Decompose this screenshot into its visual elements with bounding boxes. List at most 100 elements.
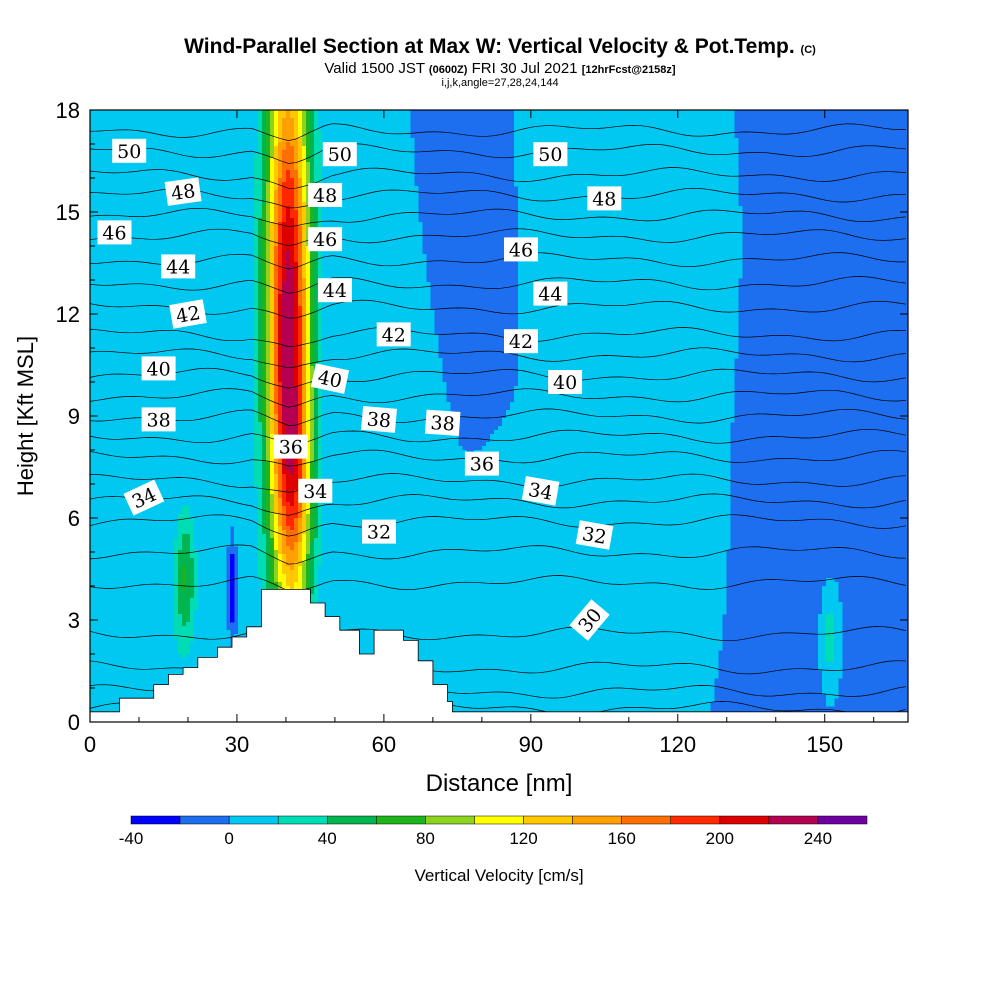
velocity-cell bbox=[282, 246, 287, 251]
velocity-cell bbox=[182, 122, 187, 127]
velocity-cell bbox=[358, 146, 363, 151]
velocity-cell bbox=[574, 154, 579, 159]
velocity-cell bbox=[90, 206, 95, 211]
velocity-cell bbox=[518, 158, 523, 163]
velocity-cell bbox=[578, 230, 583, 235]
velocity-cell bbox=[218, 150, 223, 155]
velocity-cell bbox=[290, 238, 295, 243]
velocity-cell bbox=[522, 130, 527, 135]
velocity-cell bbox=[582, 246, 587, 251]
velocity-cell bbox=[90, 222, 95, 227]
velocity-cell bbox=[558, 166, 563, 171]
velocity-cell bbox=[274, 246, 279, 251]
velocity-cell bbox=[266, 222, 271, 227]
velocity-cell bbox=[174, 222, 179, 227]
velocity-cell bbox=[138, 226, 143, 231]
velocity-cell bbox=[94, 138, 99, 143]
velocity-cell bbox=[314, 166, 319, 171]
velocity-cell bbox=[138, 186, 143, 191]
velocity-cell bbox=[230, 154, 235, 159]
velocity-cell bbox=[254, 190, 259, 195]
velocity-cell bbox=[722, 214, 727, 219]
velocity-cell bbox=[670, 122, 675, 127]
velocity-cell bbox=[562, 122, 567, 127]
velocity-cell bbox=[718, 222, 723, 227]
velocity-cell bbox=[730, 186, 735, 191]
velocity-cell bbox=[738, 234, 743, 239]
velocity-cell bbox=[534, 134, 539, 139]
velocity-cell bbox=[306, 166, 311, 171]
velocity-cell bbox=[222, 214, 227, 219]
velocity-cell bbox=[550, 130, 555, 135]
velocity-cell bbox=[358, 154, 363, 159]
velocity-cell bbox=[150, 182, 155, 187]
velocity-cell bbox=[198, 202, 203, 207]
velocity-cell bbox=[330, 126, 335, 131]
velocity-cell bbox=[94, 186, 99, 191]
velocity-cell bbox=[126, 250, 131, 255]
velocity-cell bbox=[550, 206, 555, 211]
velocity-cell bbox=[382, 174, 387, 179]
velocity-cell bbox=[594, 238, 599, 243]
velocity-cell bbox=[210, 158, 215, 163]
velocity-cell bbox=[366, 118, 371, 123]
velocity-cell bbox=[642, 194, 647, 199]
velocity-cell bbox=[322, 118, 327, 123]
velocity-cell bbox=[662, 210, 667, 215]
velocity-cell bbox=[398, 202, 403, 207]
velocity-cell bbox=[150, 254, 155, 259]
velocity-cell bbox=[94, 178, 99, 183]
velocity-cell bbox=[298, 110, 303, 115]
velocity-cell bbox=[634, 110, 639, 115]
velocity-cell bbox=[374, 194, 379, 199]
velocity-cell bbox=[706, 194, 711, 199]
velocity-cell bbox=[262, 162, 267, 167]
velocity-cell bbox=[578, 138, 583, 143]
velocity-cell bbox=[550, 218, 555, 223]
velocity-cell bbox=[294, 182, 299, 187]
velocity-cell bbox=[290, 126, 295, 131]
velocity-cell bbox=[342, 186, 347, 191]
velocity-cell bbox=[374, 210, 379, 215]
velocity-cell bbox=[218, 238, 223, 243]
velocity-cell bbox=[246, 142, 251, 147]
velocity-cell bbox=[226, 210, 231, 215]
velocity-cell bbox=[630, 154, 635, 159]
velocity-cell bbox=[574, 138, 579, 143]
velocity-cell bbox=[530, 190, 535, 195]
velocity-cell bbox=[118, 246, 123, 251]
velocity-cell bbox=[678, 118, 683, 123]
velocity-cell bbox=[266, 182, 271, 187]
velocity-cell bbox=[658, 182, 663, 187]
velocity-cell bbox=[286, 174, 291, 179]
velocity-cell bbox=[310, 210, 315, 215]
velocity-cell bbox=[258, 146, 263, 151]
velocity-cell bbox=[326, 130, 331, 135]
velocity-cell bbox=[726, 142, 731, 147]
velocity-cell bbox=[690, 138, 695, 143]
velocity-cell bbox=[622, 214, 627, 219]
velocity-cell bbox=[694, 174, 699, 179]
velocity-cell bbox=[690, 122, 695, 127]
title-block: Wind-Parallel Section at Max W: Vertical… bbox=[0, 36, 1000, 89]
velocity-cell bbox=[306, 222, 311, 227]
velocity-cell bbox=[226, 150, 231, 155]
velocity-cell bbox=[250, 210, 255, 215]
velocity-cell bbox=[678, 210, 683, 215]
velocity-cell bbox=[158, 242, 163, 247]
velocity-cell bbox=[630, 122, 635, 127]
velocity-cell bbox=[574, 218, 579, 223]
velocity-cell bbox=[594, 114, 599, 119]
velocity-cell bbox=[294, 226, 299, 231]
velocity-cell bbox=[726, 194, 731, 199]
velocity-cell bbox=[226, 246, 231, 251]
velocity-cell bbox=[262, 242, 267, 247]
velocity-cell bbox=[602, 222, 607, 227]
velocity-cell bbox=[726, 178, 731, 183]
velocity-cell bbox=[362, 158, 367, 163]
velocity-cell bbox=[598, 174, 603, 179]
velocity-cell bbox=[578, 154, 583, 159]
velocity-cell bbox=[210, 250, 215, 255]
velocity-cell bbox=[698, 130, 703, 135]
velocity-cell bbox=[198, 226, 203, 231]
